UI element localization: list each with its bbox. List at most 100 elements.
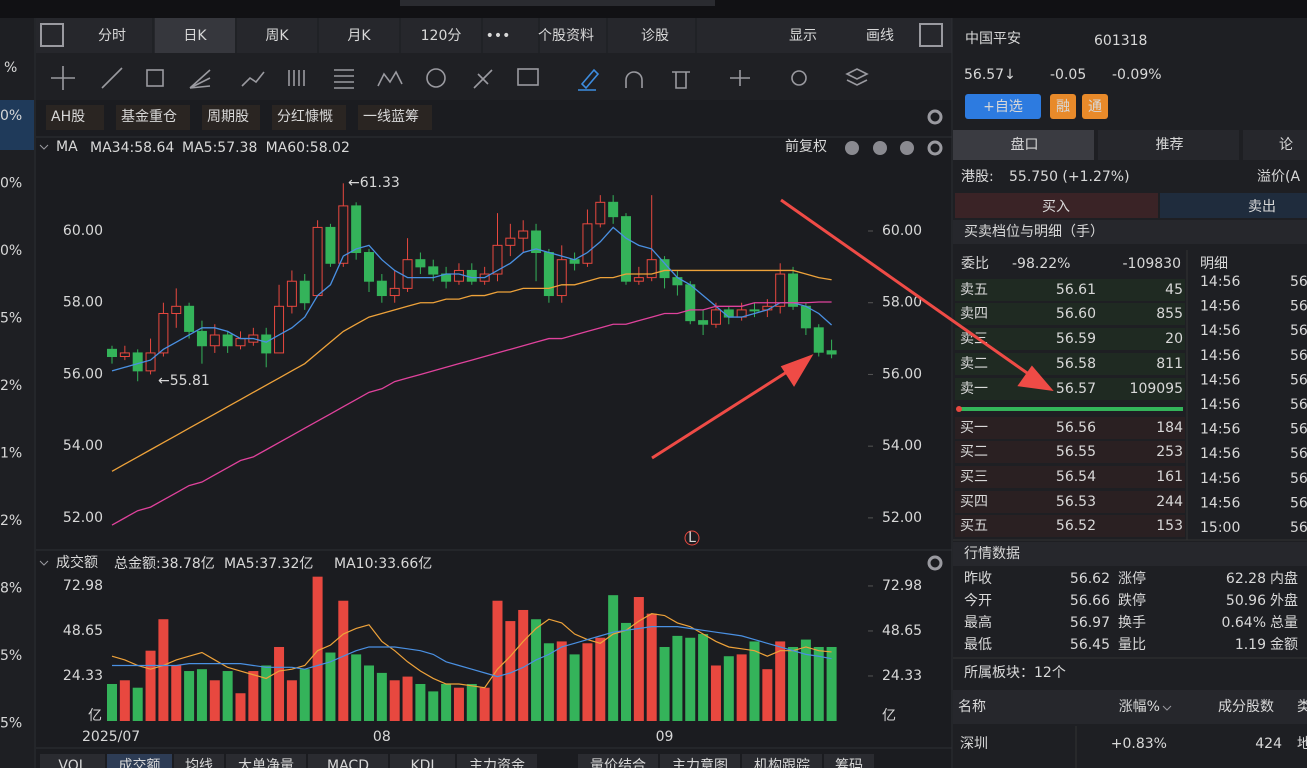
bottom-tab[interactable] bbox=[457, 754, 537, 768]
tab[interactable]: 周K bbox=[265, 28, 289, 44]
bottom-tab[interactable] bbox=[226, 754, 306, 768]
book-volume: 161 bbox=[1156, 469, 1183, 485]
tab[interactable]: 个股资料 bbox=[538, 28, 594, 44]
icon-split[interactable] bbox=[730, 70, 750, 86]
panel-tab-label[interactable]: 推荐 bbox=[1156, 137, 1184, 153]
tag[interactable]: 周期股 bbox=[207, 109, 249, 125]
volume-bar bbox=[582, 643, 593, 721]
tab[interactable]: ••• bbox=[486, 28, 511, 44]
button[interactable] bbox=[1050, 94, 1076, 119]
legend-entry: MA5:37.32亿 bbox=[224, 556, 313, 572]
bottom-tab-label: 均线 bbox=[185, 758, 213, 768]
settings-icon[interactable] bbox=[927, 140, 943, 156]
panel-tab[interactable] bbox=[1098, 130, 1239, 160]
tab[interactable]: 画线 bbox=[866, 28, 894, 44]
button-label[interactable]: 通 bbox=[1088, 99, 1102, 115]
legend-entry: MA60:58.02 bbox=[266, 140, 350, 156]
bottom-tab[interactable] bbox=[107, 754, 172, 768]
volume-bar bbox=[132, 687, 143, 721]
tab-selected bbox=[155, 18, 235, 53]
icon-fib[interactable] bbox=[288, 70, 305, 86]
change: -0.05 bbox=[1050, 67, 1086, 83]
volume-bar bbox=[248, 671, 259, 721]
bottom-tab[interactable] bbox=[824, 754, 874, 768]
icon-cycle[interactable] bbox=[426, 68, 446, 88]
volume-bar bbox=[107, 683, 117, 721]
buy-button[interactable] bbox=[955, 193, 1158, 218]
bottom-tab[interactable] bbox=[174, 754, 224, 768]
tab[interactable]: 120分 bbox=[421, 28, 462, 44]
list-value: 1% bbox=[0, 446, 22, 462]
arrow-head bbox=[1017, 365, 1054, 392]
trade-time: 14:56 bbox=[1200, 422, 1240, 438]
panel-tab-label[interactable]: 盘口 bbox=[1011, 136, 1039, 153]
icon-pen[interactable] bbox=[578, 68, 600, 91]
tag[interactable]: 分红慷慨 bbox=[277, 108, 333, 125]
button[interactable] bbox=[1082, 94, 1108, 119]
bottom-tab[interactable] bbox=[578, 754, 658, 768]
tab[interactable]: 日K bbox=[183, 28, 207, 44]
tag[interactable]: 基金重仓 bbox=[121, 108, 177, 125]
icon-tool[interactable] bbox=[473, 69, 493, 89]
bottom-tab[interactable] bbox=[742, 754, 822, 768]
candle-body bbox=[543, 252, 554, 297]
button[interactable] bbox=[965, 94, 1041, 119]
tab[interactable]: 显示 bbox=[789, 28, 817, 44]
md-value: 0.64% bbox=[1222, 615, 1266, 631]
trade-price: 56 bbox=[1290, 397, 1307, 413]
icon-layers[interactable] bbox=[845, 68, 869, 86]
tab[interactable]: 诊股 bbox=[641, 28, 669, 44]
sell-button[interactable] bbox=[1160, 193, 1307, 218]
change-pct: -0.09% bbox=[1112, 67, 1162, 83]
adjust-label[interactable]: 前复权 bbox=[785, 138, 827, 155]
book-price: 56.54 bbox=[1056, 469, 1096, 485]
tag[interactable]: 一线蓝筹 bbox=[363, 108, 419, 125]
icon-wave[interactable] bbox=[241, 71, 265, 87]
settings-icon[interactable] bbox=[927, 109, 943, 125]
volume-bar bbox=[826, 646, 837, 721]
icon-pattern[interactable] bbox=[377, 70, 403, 87]
sidebar-toggle[interactable] bbox=[40, 23, 64, 47]
icon-text[interactable] bbox=[517, 68, 539, 86]
ma-line bbox=[111, 226, 833, 372]
panel-toggle[interactable] bbox=[919, 23, 943, 47]
zoom-button[interactable] bbox=[900, 141, 914, 155]
zoom-button[interactable] bbox=[873, 141, 887, 155]
zoom-button[interactable] bbox=[845, 141, 859, 155]
settings-icon[interactable] bbox=[927, 555, 943, 571]
volume-bar bbox=[479, 687, 490, 721]
table-header: 成分股数 bbox=[1218, 699, 1274, 715]
icon-grid[interactable] bbox=[334, 69, 354, 89]
tab[interactable]: 月K bbox=[347, 28, 371, 44]
icon-delete[interactable] bbox=[672, 71, 690, 89]
button-label[interactable]: 融 bbox=[1056, 99, 1070, 115]
candle-body bbox=[723, 309, 734, 318]
bottom-tab[interactable] bbox=[40, 754, 105, 768]
icon-magnet[interactable] bbox=[625, 71, 643, 88]
table-header: 类 bbox=[1297, 699, 1307, 715]
sell-label: 卖出 bbox=[1248, 199, 1276, 215]
bottom-tab[interactable] bbox=[660, 754, 740, 768]
button-label[interactable]: +自选 bbox=[983, 99, 1023, 115]
list-value: 8% bbox=[0, 581, 22, 597]
candle-body bbox=[286, 280, 297, 307]
panel-tab[interactable] bbox=[953, 130, 1094, 160]
icon-rect[interactable] bbox=[146, 69, 164, 87]
candle-body bbox=[505, 237, 516, 246]
panel-tab-label[interactable]: 论 bbox=[1279, 137, 1293, 153]
tag[interactable]: AH股 bbox=[51, 109, 85, 125]
volume-bar bbox=[813, 646, 824, 721]
bottom-tab[interactable] bbox=[308, 754, 388, 768]
toolbar-icons[interactable] bbox=[51, 66, 869, 91]
tab[interactable]: 分时 bbox=[98, 28, 126, 44]
volume-bar bbox=[209, 680, 220, 721]
icon-line[interactable] bbox=[101, 67, 123, 89]
icon-fan[interactable] bbox=[189, 69, 211, 89]
book-row-bg bbox=[955, 515, 1185, 537]
premium: 溢价(A bbox=[1257, 169, 1300, 185]
panel-tab[interactable] bbox=[1243, 130, 1307, 160]
icon-move[interactable] bbox=[51, 66, 75, 90]
bottom-tab[interactable] bbox=[390, 754, 455, 768]
icon-settings[interactable] bbox=[791, 70, 807, 86]
trade-time: 14:56 bbox=[1200, 495, 1240, 511]
